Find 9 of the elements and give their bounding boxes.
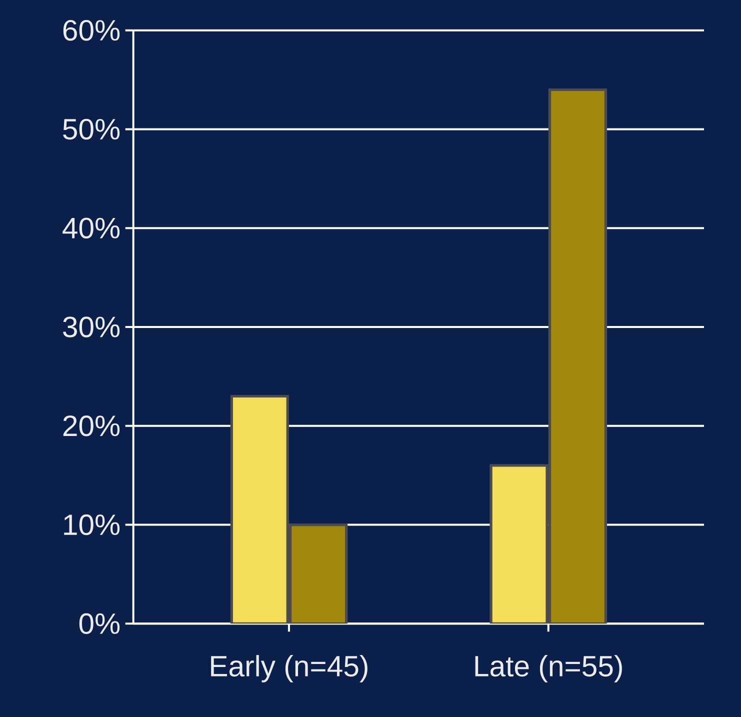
y-tick-label: 60%: [63, 20, 120, 41]
x-tick-label: Early (n=45): [211, 655, 368, 682]
y-tick-label: 10%: [64, 514, 120, 536]
y-tick-label: 0%: [79, 613, 120, 634]
y-tick-label: 30%: [63, 316, 120, 338]
y-tick-label: 20%: [63, 415, 120, 436]
y-tick-label: 40%: [62, 218, 120, 238]
x-tick-label: Late (n=55): [475, 655, 622, 682]
y-tick-label: 50%: [63, 118, 120, 140]
